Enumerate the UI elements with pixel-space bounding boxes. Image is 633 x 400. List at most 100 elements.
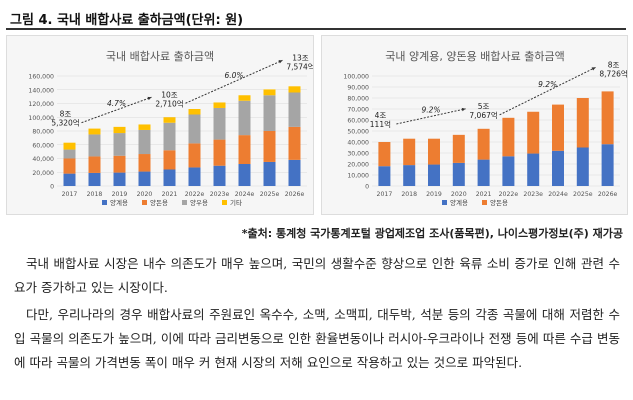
bar-양돈용: [403, 138, 416, 166]
bar-기타: [113, 126, 126, 134]
annotation-line1: 8조: [60, 110, 72, 119]
bar-기타: [163, 117, 176, 123]
bar-기타: [188, 109, 201, 115]
x-tick-label: 2022e: [185, 191, 205, 198]
annotation-line2: 7,067억: [469, 111, 497, 120]
x-tick-label: 2020: [137, 191, 153, 198]
cagr-label: 9.2%: [538, 80, 557, 89]
x-tick-label: 2024e: [235, 191, 255, 198]
bar-양계용: [88, 172, 101, 186]
chart-poultry-pig-shipments: 국내 양계용, 양돈용 배합사료 출하금액 0 10,000 20,000 30,000…: [343, 49, 627, 207]
paragraph-1: 국내 배합사료 시장은 내수 의존도가 매우 높으며, 국민의 생활수준 향상으…: [14, 256, 620, 295]
bar-양계용: [601, 144, 614, 186]
annotation-line1: 5조: [478, 102, 490, 111]
trend-arrowhead: [591, 67, 596, 71]
bar-양우용: [263, 95, 276, 131]
bar-양돈용: [213, 139, 226, 166]
bar-양계용: [113, 172, 126, 186]
bar-양계용: [452, 162, 465, 186]
annotation-line2: 2,710억: [155, 99, 183, 108]
bar-양돈용: [88, 156, 101, 173]
y-tick-label: 10,000: [347, 173, 369, 180]
y-tick-label: 100,000: [343, 74, 369, 81]
legend-swatch: [482, 200, 487, 205]
bar-양돈용: [502, 117, 515, 157]
bar-양계용: [403, 165, 416, 186]
x-tick-label: 2024e: [548, 191, 568, 198]
y-tick-label: 80,000: [347, 96, 369, 103]
bar-양돈용: [601, 91, 614, 145]
bar-양계용: [288, 159, 301, 186]
bar-양돈용: [452, 134, 465, 163]
annotation-line1: 13조: [292, 53, 309, 62]
x-tick-label: 2026e: [598, 191, 618, 198]
y-tick-label: 40,000: [347, 140, 369, 147]
annotation-line2: 5,320억: [51, 119, 79, 128]
bar-양계용: [477, 159, 490, 186]
bar-양돈용: [113, 155, 126, 173]
bar-양계용: [502, 156, 515, 186]
annotation-line1: 4조: [375, 111, 387, 120]
y-tick-label: 0: [50, 184, 54, 191]
bar-양계용: [138, 171, 151, 186]
bar-양우용: [88, 134, 101, 157]
bar-양돈용: [378, 142, 391, 167]
y-tick-label: 30,000: [347, 151, 369, 158]
figure-title-bar: 그림 4. 국내 배합사료 출하금액(단위: 원): [6, 6, 626, 28]
legend-swatch: [142, 200, 147, 205]
bar-기타: [138, 124, 151, 130]
x-tick-label: 2023e: [210, 191, 230, 198]
legend-label: 양계용: [450, 198, 468, 207]
y-tick-label: 20,000: [32, 170, 54, 177]
bar-양계용: [527, 153, 540, 186]
bar-양돈용: [63, 158, 76, 174]
x-tick-label: 2021: [162, 191, 178, 198]
bar-양계용: [378, 166, 391, 186]
legend-label: 양우용: [190, 199, 208, 207]
chart-title: 국내 양계용, 양돈용 배합사료 출하금액: [385, 49, 564, 63]
legend-label: 양돈용: [150, 199, 168, 207]
x-tick-label: 2019: [112, 191, 128, 198]
bar-양돈용: [477, 128, 490, 160]
bar-기타: [88, 128, 101, 135]
trend-arrow: [81, 96, 152, 124]
y-tick-label: 100,000: [28, 115, 54, 122]
legend-label: 양돈용: [490, 199, 508, 207]
x-tick-label: 2017: [62, 191, 78, 198]
y-tick-label: 0: [365, 184, 369, 191]
legend-label: 기타: [230, 198, 242, 207]
bar-양돈용: [263, 131, 276, 162]
bar-양돈용: [288, 126, 301, 160]
title-divider: [6, 28, 626, 30]
bar-양우용: [213, 107, 226, 140]
bar-기타: [238, 95, 251, 101]
bar-양계용: [576, 147, 589, 186]
chart-panel-left: 국내 배합사료 출하금액 0 20,000 40,000 60,000 80,000 100…: [6, 35, 314, 215]
trend-arrowhead: [147, 96, 152, 101]
bar-양돈용: [552, 104, 564, 151]
x-tick-label: 2026e: [285, 191, 305, 198]
bar-양우용: [113, 133, 126, 156]
y-tick-label: 60,000: [347, 118, 369, 125]
legend-swatch: [182, 200, 187, 205]
x-tick-label: 2022e: [499, 191, 519, 198]
bar-양계용: [263, 161, 276, 186]
annotation-line2: 111억: [370, 120, 391, 129]
bar-양돈용: [576, 98, 589, 148]
y-tick-label: 70,000: [347, 107, 369, 114]
paragraph-2: 다만, 우리나라의 경우 배합사료의 주원료인 옥수수, 소맥, 소맥피, 대두…: [14, 307, 620, 370]
figure-title: 그림 4. 국내 배합사료 출하금액(단위: 원): [10, 13, 244, 28]
bar-기타: [213, 102, 226, 108]
legend-label: 양계용: [110, 198, 128, 207]
y-tick-label: 120,000: [28, 101, 54, 108]
bar-양돈용: [188, 143, 201, 168]
x-tick-label: 2018: [87, 191, 103, 198]
x-tick-label: 2020: [451, 191, 467, 198]
trend-arrowhead: [278, 60, 283, 64]
annotation-line2: 8,726억: [599, 69, 627, 78]
bar-양계용: [428, 164, 440, 186]
bar-양계용: [163, 169, 176, 186]
trend-arrow: [185, 59, 283, 104]
bar-양돈용: [428, 138, 440, 165]
bar-기타: [288, 86, 301, 93]
